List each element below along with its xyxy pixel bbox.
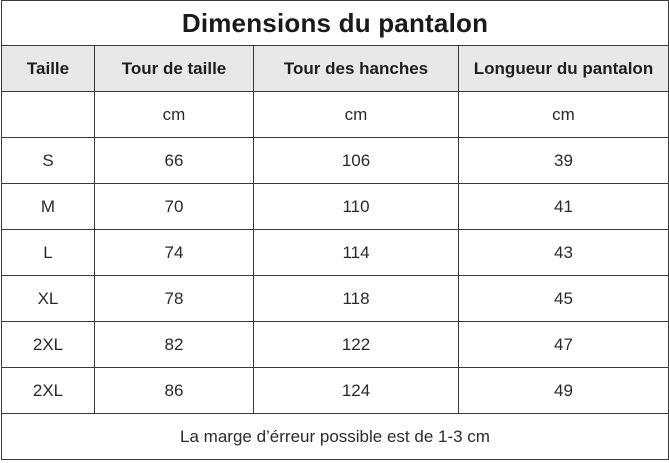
tolerance-note: La marge d’érreur possible est de 1-3 cm [1, 413, 669, 460]
waist-cell: 78 [94, 275, 254, 322]
size-cell: S [1, 137, 95, 184]
waist-cell: 86 [94, 367, 254, 414]
table-row: XL 78 118 45 [1, 275, 669, 322]
header-waist: Tour de taille [94, 45, 254, 92]
title-row: Dimensions du pantalon [1, 0, 669, 46]
unit-cell [1, 91, 95, 138]
header-length: Longueur du pantalon [458, 45, 669, 92]
table-row: S 66 106 39 [1, 137, 669, 184]
size-cell: 2XL [1, 321, 95, 368]
waist-cell: 66 [94, 137, 254, 184]
size-cell: L [1, 229, 95, 276]
waist-cell: 74 [94, 229, 254, 276]
size-cell: 2XL [1, 367, 95, 414]
length-cell: 49 [458, 367, 669, 414]
header-hips: Tour des hanches [253, 45, 459, 92]
table-row: 2XL 86 124 49 [1, 367, 669, 414]
length-cell: 45 [458, 275, 669, 322]
hips-cell: 110 [253, 183, 459, 230]
header-size: Taille [1, 45, 95, 92]
hips-cell: 124 [253, 367, 459, 414]
table-row: L 74 114 43 [1, 229, 669, 276]
table-title: Dimensions du pantalon [1, 0, 669, 46]
unit-cell: cm [253, 91, 459, 138]
size-cell: XL [1, 275, 95, 322]
length-cell: 39 [458, 137, 669, 184]
waist-cell: 70 [94, 183, 254, 230]
hips-cell: 118 [253, 275, 459, 322]
footer-row: La marge d’érreur possible est de 1-3 cm [1, 413, 669, 460]
unit-cell: cm [458, 91, 669, 138]
length-cell: 43 [458, 229, 669, 276]
hips-cell: 114 [253, 229, 459, 276]
unit-cell: cm [94, 91, 254, 138]
hips-cell: 122 [253, 321, 459, 368]
length-cell: 47 [458, 321, 669, 368]
table-row: M 70 110 41 [1, 183, 669, 230]
header-row: Taille Tour de taille Tour des hanches L… [1, 45, 669, 92]
size-cell: M [1, 183, 95, 230]
units-row: cm cm cm [1, 91, 669, 138]
table-row: 2XL 82 122 47 [1, 321, 669, 368]
hips-cell: 106 [253, 137, 459, 184]
waist-cell: 82 [94, 321, 254, 368]
length-cell: 41 [458, 183, 669, 230]
